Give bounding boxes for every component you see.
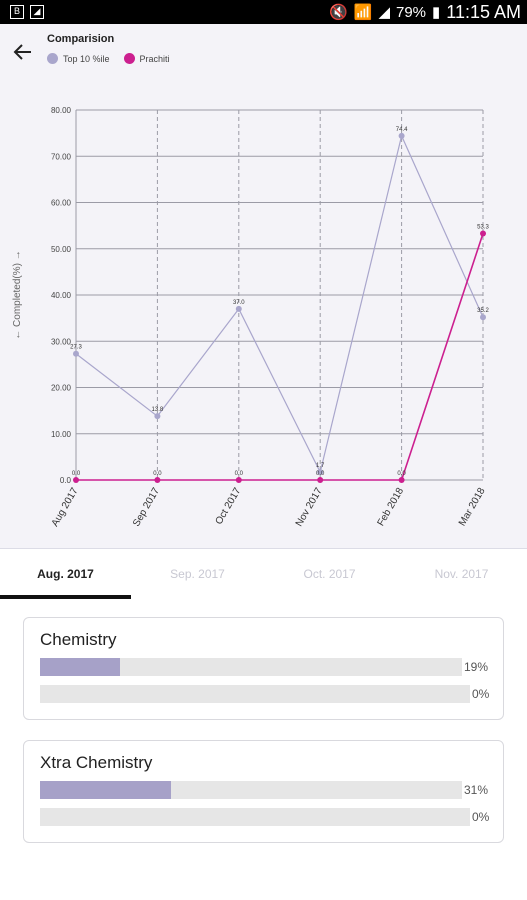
clock: 11:15 AM: [446, 1, 521, 22]
month-tabs: Aug. 2017 Sep. 2017 Oct. 2017 Nov. 2017: [0, 549, 527, 599]
image-icon: ◢: [30, 5, 44, 19]
data-point: [398, 477, 405, 483]
mute-icon: 🔇: [329, 4, 348, 21]
data-point: [480, 314, 486, 321]
data-label: 1.7: [316, 463, 325, 469]
notification-icon: B: [10, 5, 24, 19]
data-label: 13.8: [152, 407, 164, 413]
data-label: 0.0: [72, 471, 81, 477]
progress-track-top10: [40, 658, 462, 676]
data-point: [480, 230, 486, 237]
y-tick-label: 50.00: [51, 245, 72, 254]
legend-swatch: [123, 53, 135, 64]
tab-aug-2017[interactable]: Aug. 2017: [37, 567, 94, 581]
progress-percent: 31%: [464, 783, 489, 797]
wifi-icon: 📶: [353, 4, 373, 21]
chart-legend: Top 10 %ile Prachiti: [47, 53, 170, 64]
series-line: [75, 134, 484, 474]
progress-track-user: [40, 808, 470, 826]
signal-icon: ◢: [378, 4, 390, 21]
data-point: [73, 350, 79, 357]
x-tick-label: Nov 2017: [294, 486, 325, 529]
x-tick-label: Sep 2017: [131, 486, 162, 529]
battery-percent: 79%: [395, 3, 427, 21]
progress-track-top10: [40, 781, 462, 799]
data-point: [154, 477, 161, 483]
progress-percent: 19%: [464, 660, 489, 674]
data-point: [235, 305, 242, 312]
battery-icon: ▮: [432, 4, 441, 21]
subject-card-xtra-chemistry[interactable]: Xtra Chemistry 31% 0%: [23, 740, 504, 843]
data-point: [154, 413, 161, 420]
legend-item-top10[interactable]: Top 10 %ile: [47, 53, 110, 64]
progress-track-user: [40, 685, 470, 703]
tab-sep-2017[interactable]: Sep. 2017: [170, 567, 225, 581]
tab-indicator: [0, 595, 131, 599]
back-arrow-icon[interactable]: [12, 41, 34, 63]
page-title: Comparision: [47, 33, 115, 45]
tab-oct-2017[interactable]: Oct. 2017: [303, 567, 356, 581]
data-point: [398, 132, 405, 139]
y-tick-label: 0.0: [60, 476, 72, 485]
progress-percent: 0%: [472, 687, 490, 701]
x-tick-label: Feb 2018: [376, 486, 407, 528]
y-tick-label: 20.00: [51, 384, 72, 393]
y-tick-label: 60.00: [51, 199, 72, 208]
x-tick-label: Oct 2017: [214, 486, 244, 527]
legend-label: Top 10 %ile: [63, 53, 110, 64]
data-label: 27.3: [70, 345, 82, 351]
legend-item-prachiti[interactable]: Prachiti: [123, 53, 170, 64]
subject-name: Chemistry: [40, 630, 117, 649]
data-point: [317, 477, 324, 483]
status-bar: B ◢ 🔇 📶 ◢ 79% ▮ 11:15 AM: [0, 0, 527, 24]
data-label: 53.3: [477, 224, 489, 230]
data-label: 74.4: [396, 127, 408, 133]
y-tick-label: 80.00: [51, 106, 72, 115]
data-label: 0.0: [153, 471, 162, 477]
subject-card-chemistry[interactable]: Chemistry 19% 0%: [23, 617, 504, 720]
progress-fill: [40, 781, 171, 799]
data-point: [235, 477, 242, 483]
data-label: 0.0: [235, 471, 244, 477]
data-label: 0.0: [316, 471, 325, 477]
data-label: 37.0: [233, 300, 245, 306]
legend-label: Prachiti: [139, 53, 170, 64]
subject-name: Xtra Chemistry: [40, 753, 153, 772]
x-tick-label: Aug 2017: [50, 486, 81, 529]
series-line: [76, 233, 484, 481]
data-point: [73, 477, 79, 483]
y-tick-label: 40.00: [51, 291, 72, 300]
legend-swatch: [47, 53, 58, 64]
y-tick-label: 10.00: [51, 430, 72, 439]
y-tick-label: 30.00: [51, 337, 72, 346]
y-tick-label: 70.00: [51, 152, 72, 161]
data-label: 35.2: [477, 308, 489, 314]
x-tick-label: Mar 2018: [457, 486, 488, 528]
tab-nov-2017[interactable]: Nov. 2017: [434, 567, 489, 581]
y-axis-label: ← Completed(%) →: [12, 250, 23, 339]
progress-fill: [40, 658, 121, 676]
chart-panel: Comparision Top 10 %ile Prachiti: [0, 24, 527, 549]
data-label: 0.0: [397, 471, 406, 477]
progress-percent: 0%: [472, 810, 490, 824]
data-point: [317, 469, 324, 476]
line-chart: 0.0 10.00 20.00 30.00 40.00 50.00 60.00 70.00 80…: [12, 106, 489, 529]
